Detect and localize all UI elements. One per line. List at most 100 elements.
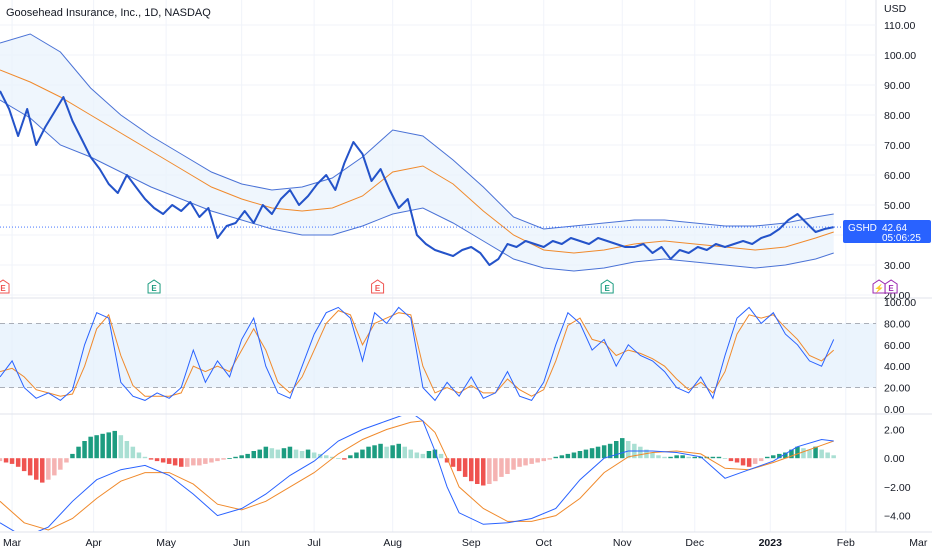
macd-histogram-bar bbox=[293, 449, 299, 459]
macd-histogram-bar bbox=[52, 458, 57, 476]
macd-histogram-bar bbox=[771, 455, 776, 459]
macd-histogram-bar bbox=[674, 455, 679, 459]
macd-histogram-bar bbox=[330, 456, 335, 459]
macd-histogram-bar bbox=[783, 452, 788, 459]
last-price-value: 42.64 bbox=[882, 223, 907, 234]
macd-histogram-bar bbox=[0, 458, 3, 462]
macd-histogram-bar bbox=[40, 458, 45, 483]
macd-tick-label: 0.00 bbox=[884, 453, 905, 465]
macd-histogram-bar bbox=[324, 455, 329, 459]
macd-histogram-bar bbox=[154, 458, 160, 462]
macd-histogram-bar bbox=[136, 452, 142, 459]
macd-histogram-bar bbox=[21, 458, 27, 472]
last-price-badge: GSHD 42.64 05:06:25 bbox=[843, 220, 931, 244]
macd-histogram-bar bbox=[112, 430, 117, 459]
earnings-marker-shape bbox=[371, 279, 385, 294]
macd-histogram-bar bbox=[88, 436, 93, 459]
price-tick-label: 60.00 bbox=[884, 170, 910, 182]
macd-histogram-bar bbox=[15, 458, 21, 467]
macd-histogram-bar bbox=[378, 443, 383, 459]
macd-histogram-bar bbox=[819, 449, 824, 459]
macd-histogram-bar bbox=[686, 456, 691, 459]
macd-histogram-bar bbox=[432, 449, 438, 459]
macd-histogram-bar bbox=[758, 458, 764, 462]
macd-histogram-bar bbox=[64, 458, 69, 463]
stochastic-tick-label: 100.00 bbox=[884, 297, 916, 309]
macd-histogram-bar bbox=[130, 446, 136, 459]
earnings-marker[interactable]: E bbox=[147, 279, 161, 294]
earnings-marker[interactable]: ⚡ bbox=[872, 279, 886, 294]
earnings-marker[interactable]: E bbox=[884, 279, 898, 294]
time-tick-label: Feb bbox=[837, 537, 855, 549]
time-axis[interactable]: Mar Apr May Jun Jul Aug Sep Oct Nov Dec 2023 Feb Mar bbox=[3, 537, 928, 549]
macd-histogram-bar bbox=[100, 433, 105, 459]
macd-histogram-bar bbox=[825, 452, 830, 459]
price-line bbox=[0, 90, 834, 266]
time-tick-label: Jul bbox=[307, 537, 320, 549]
time-tick-label: Dec bbox=[685, 537, 704, 549]
macd-histogram-bar bbox=[414, 452, 420, 459]
earnings-marker[interactable]: E bbox=[0, 279, 10, 294]
macd-histogram-bar bbox=[82, 441, 87, 459]
macd-histogram-bar bbox=[698, 456, 703, 459]
macd-histogram-bar bbox=[185, 458, 190, 467]
macd-histogram-bar bbox=[239, 455, 244, 459]
earnings-marker[interactable]: E bbox=[600, 279, 614, 294]
stochastic-d-line bbox=[0, 310, 835, 397]
macd-histogram-bar bbox=[595, 446, 601, 459]
macd-histogram-bar bbox=[402, 446, 407, 459]
macd-histogram-bar bbox=[505, 458, 510, 474]
macd-signal-line bbox=[0, 420, 834, 531]
macd-histogram-bar bbox=[70, 453, 75, 459]
macd-histogram-bar bbox=[46, 458, 51, 480]
macd-histogram-bar bbox=[360, 449, 365, 459]
macd-histogram-bar bbox=[233, 456, 238, 459]
price-panel[interactable] bbox=[0, 33, 876, 272]
macd-histogram-bar bbox=[765, 456, 770, 459]
macd-histogram-bar bbox=[444, 458, 450, 463]
macd-histogram-bar bbox=[716, 456, 722, 459]
stochastic-k-line bbox=[0, 306, 835, 402]
macd-histogram-bar bbox=[251, 451, 256, 459]
time-tick-label: Sep bbox=[462, 537, 481, 549]
earnings-marker-shape bbox=[872, 279, 886, 294]
macd-histogram-bar bbox=[529, 458, 534, 464]
macd-histogram-bar bbox=[142, 456, 148, 459]
macd-histogram-bar bbox=[813, 446, 818, 459]
macd-histogram-bar bbox=[438, 453, 444, 459]
time-tick-label: Nov bbox=[613, 537, 632, 549]
macd-histogram-bar bbox=[493, 458, 498, 482]
time-tick-label: Aug bbox=[383, 537, 402, 549]
macd-histogram-bar bbox=[366, 446, 371, 459]
macd-histogram-bar bbox=[469, 458, 474, 482]
macd-histogram-bar bbox=[559, 455, 565, 459]
stochastic-tick-label: 40.00 bbox=[884, 361, 910, 373]
macd-histogram-bar bbox=[831, 455, 836, 459]
macd-histogram-bar bbox=[740, 458, 746, 466]
macd-histogram-bar bbox=[456, 458, 462, 472]
earnings-marker[interactable]: E bbox=[371, 279, 385, 294]
macd-histogram-bar bbox=[420, 453, 426, 459]
macd-histogram-bar bbox=[166, 458, 172, 464]
macd-histogram-bar bbox=[620, 438, 625, 459]
bollinger-upper-line bbox=[0, 33, 834, 230]
macd-histogram-bar bbox=[76, 446, 81, 459]
macd-histogram-bar bbox=[746, 458, 752, 467]
macd-histogram-bar bbox=[553, 456, 558, 459]
earnings-marker-label: ⚡ bbox=[874, 283, 884, 293]
price-tick-label: 100.00 bbox=[884, 50, 916, 62]
macd-histogram-bar bbox=[547, 458, 552, 460]
stochastic-panel[interactable] bbox=[0, 306, 876, 402]
time-tick-label: Mar bbox=[909, 537, 928, 549]
macd-histogram-bar bbox=[257, 449, 262, 459]
macd-panel[interactable] bbox=[0, 412, 836, 537]
macd-histogram-bar bbox=[269, 448, 275, 459]
price-tick-label: 80.00 bbox=[884, 110, 910, 122]
macd-histogram-bar bbox=[734, 458, 740, 463]
bollinger-mid-line bbox=[0, 69, 834, 254]
price-tick-label: 30.00 bbox=[884, 260, 910, 272]
earnings-marker-shape bbox=[0, 279, 10, 294]
earnings-marker-shape bbox=[600, 279, 614, 294]
time-tick-label: Jun bbox=[233, 537, 250, 549]
